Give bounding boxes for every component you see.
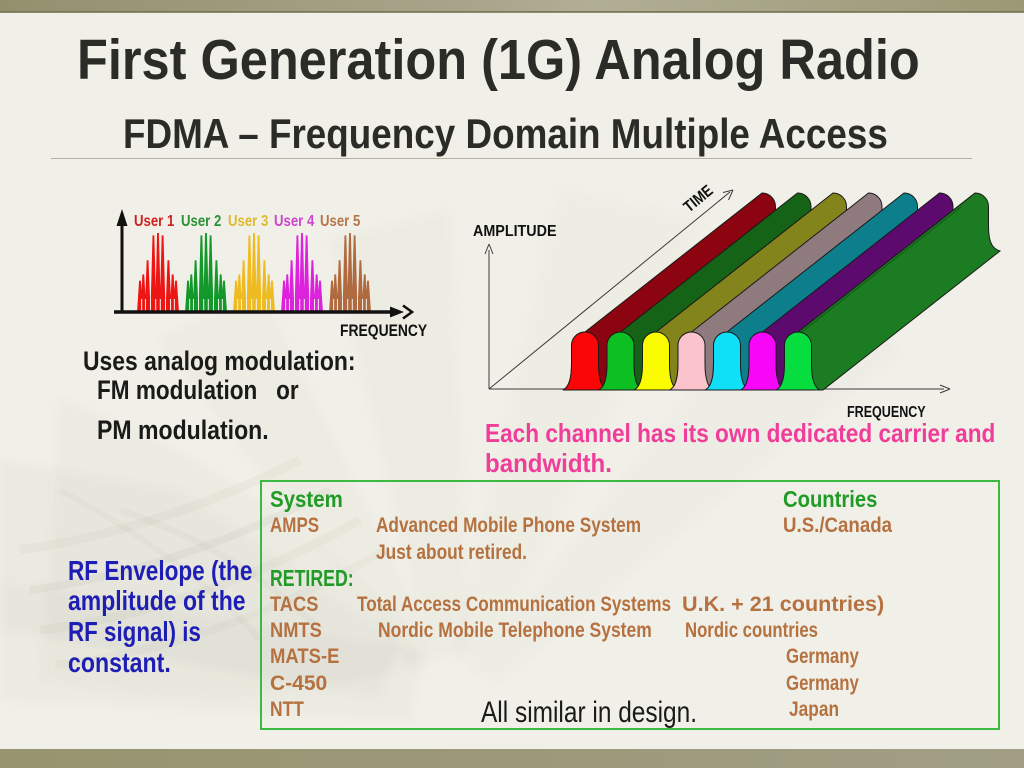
- svg-text:TIME: TIME: [681, 182, 717, 216]
